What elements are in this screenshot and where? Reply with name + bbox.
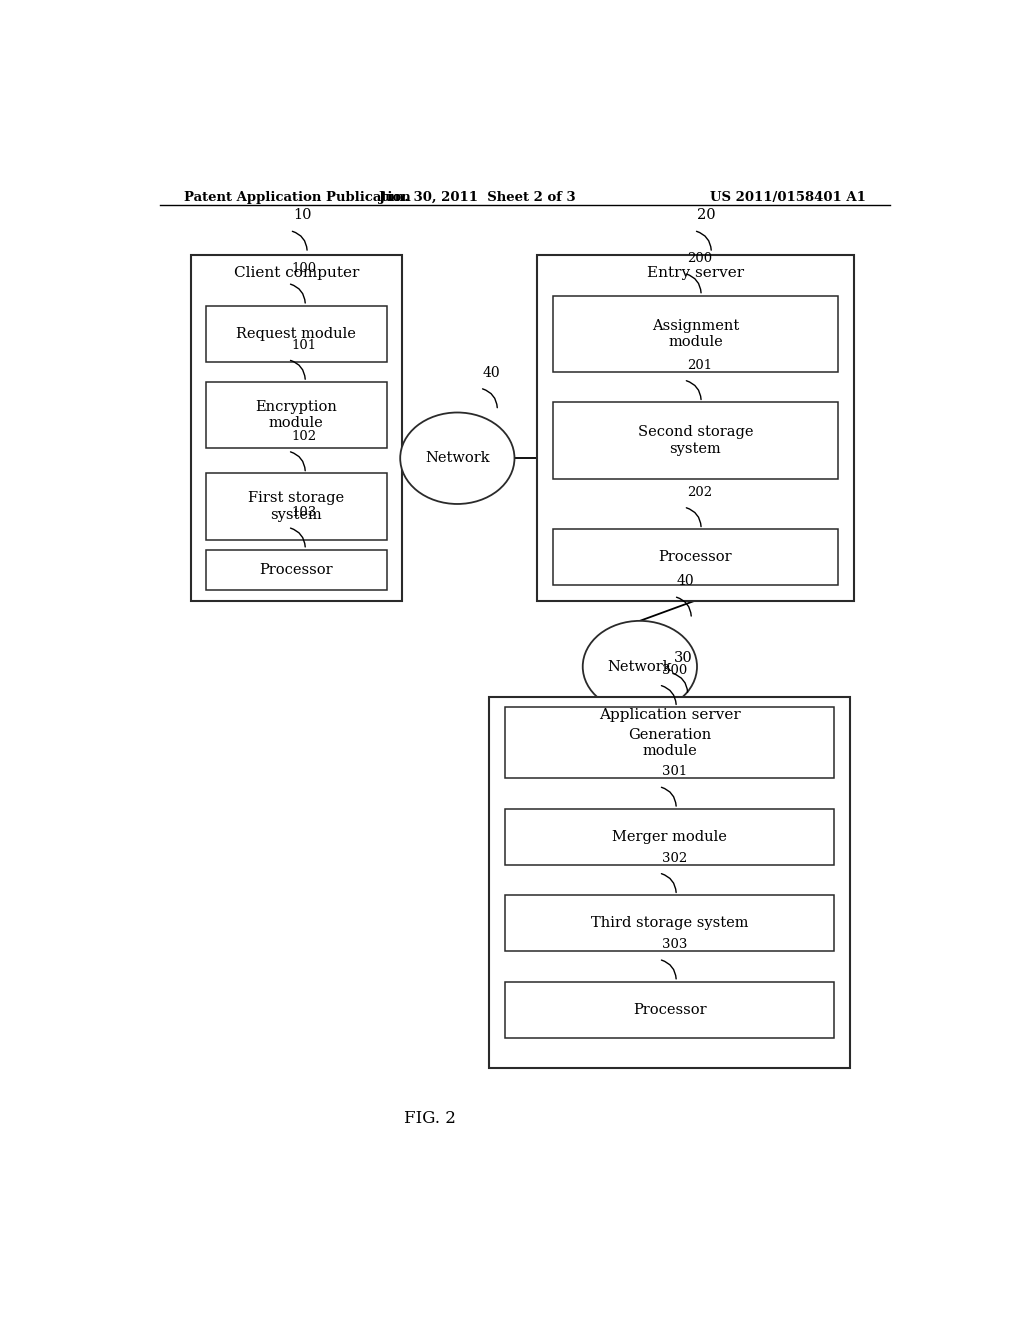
Text: Client computer: Client computer	[233, 267, 359, 280]
Text: Processor: Processor	[658, 550, 732, 565]
FancyBboxPatch shape	[553, 529, 839, 585]
Text: FIG. 2: FIG. 2	[403, 1110, 456, 1127]
Text: US 2011/0158401 A1: US 2011/0158401 A1	[711, 190, 866, 203]
Text: 10: 10	[293, 209, 311, 223]
FancyBboxPatch shape	[553, 296, 839, 372]
Text: Patent Application Publication: Patent Application Publication	[183, 190, 411, 203]
Text: 301: 301	[662, 766, 687, 779]
Text: Processor: Processor	[633, 1003, 707, 1016]
Text: 101: 101	[291, 338, 316, 351]
FancyBboxPatch shape	[191, 255, 401, 601]
FancyBboxPatch shape	[505, 982, 835, 1038]
Text: 102: 102	[291, 430, 316, 444]
Text: 201: 201	[687, 359, 712, 372]
FancyBboxPatch shape	[206, 381, 387, 447]
Text: Network: Network	[607, 660, 672, 673]
Text: 40: 40	[483, 366, 501, 380]
Text: 40: 40	[677, 574, 694, 589]
Text: Processor: Processor	[259, 564, 333, 577]
Text: Third storage system: Third storage system	[591, 916, 749, 931]
Ellipse shape	[583, 620, 697, 713]
Text: 20: 20	[697, 209, 716, 223]
Text: Generation
module: Generation module	[628, 727, 712, 758]
Text: Jun. 30, 2011  Sheet 2 of 3: Jun. 30, 2011 Sheet 2 of 3	[379, 190, 575, 203]
Text: 300: 300	[662, 664, 687, 677]
Text: 302: 302	[662, 851, 687, 865]
Text: 200: 200	[687, 252, 712, 265]
Ellipse shape	[400, 412, 514, 504]
Text: Merger module: Merger module	[612, 830, 727, 843]
Text: Second storage
system: Second storage system	[638, 425, 754, 455]
Text: First storage
system: First storage system	[248, 491, 344, 521]
FancyBboxPatch shape	[553, 403, 839, 479]
Text: Assignment
module: Assignment module	[652, 318, 739, 348]
FancyBboxPatch shape	[505, 809, 835, 865]
FancyBboxPatch shape	[489, 697, 850, 1068]
Text: 30: 30	[674, 651, 692, 664]
FancyBboxPatch shape	[505, 708, 835, 779]
Text: 100: 100	[291, 263, 316, 276]
Text: Request module: Request module	[237, 327, 356, 341]
FancyBboxPatch shape	[505, 895, 835, 952]
FancyBboxPatch shape	[206, 474, 387, 540]
FancyBboxPatch shape	[537, 255, 854, 601]
Text: Encryption
module: Encryption module	[255, 400, 337, 430]
Text: Application server: Application server	[599, 709, 740, 722]
FancyBboxPatch shape	[206, 306, 387, 362]
Text: 103: 103	[291, 507, 316, 519]
Text: 303: 303	[662, 939, 687, 952]
Text: Network: Network	[425, 451, 489, 465]
FancyBboxPatch shape	[206, 549, 387, 590]
Text: 202: 202	[687, 486, 712, 499]
Text: Entry server: Entry server	[647, 267, 744, 280]
